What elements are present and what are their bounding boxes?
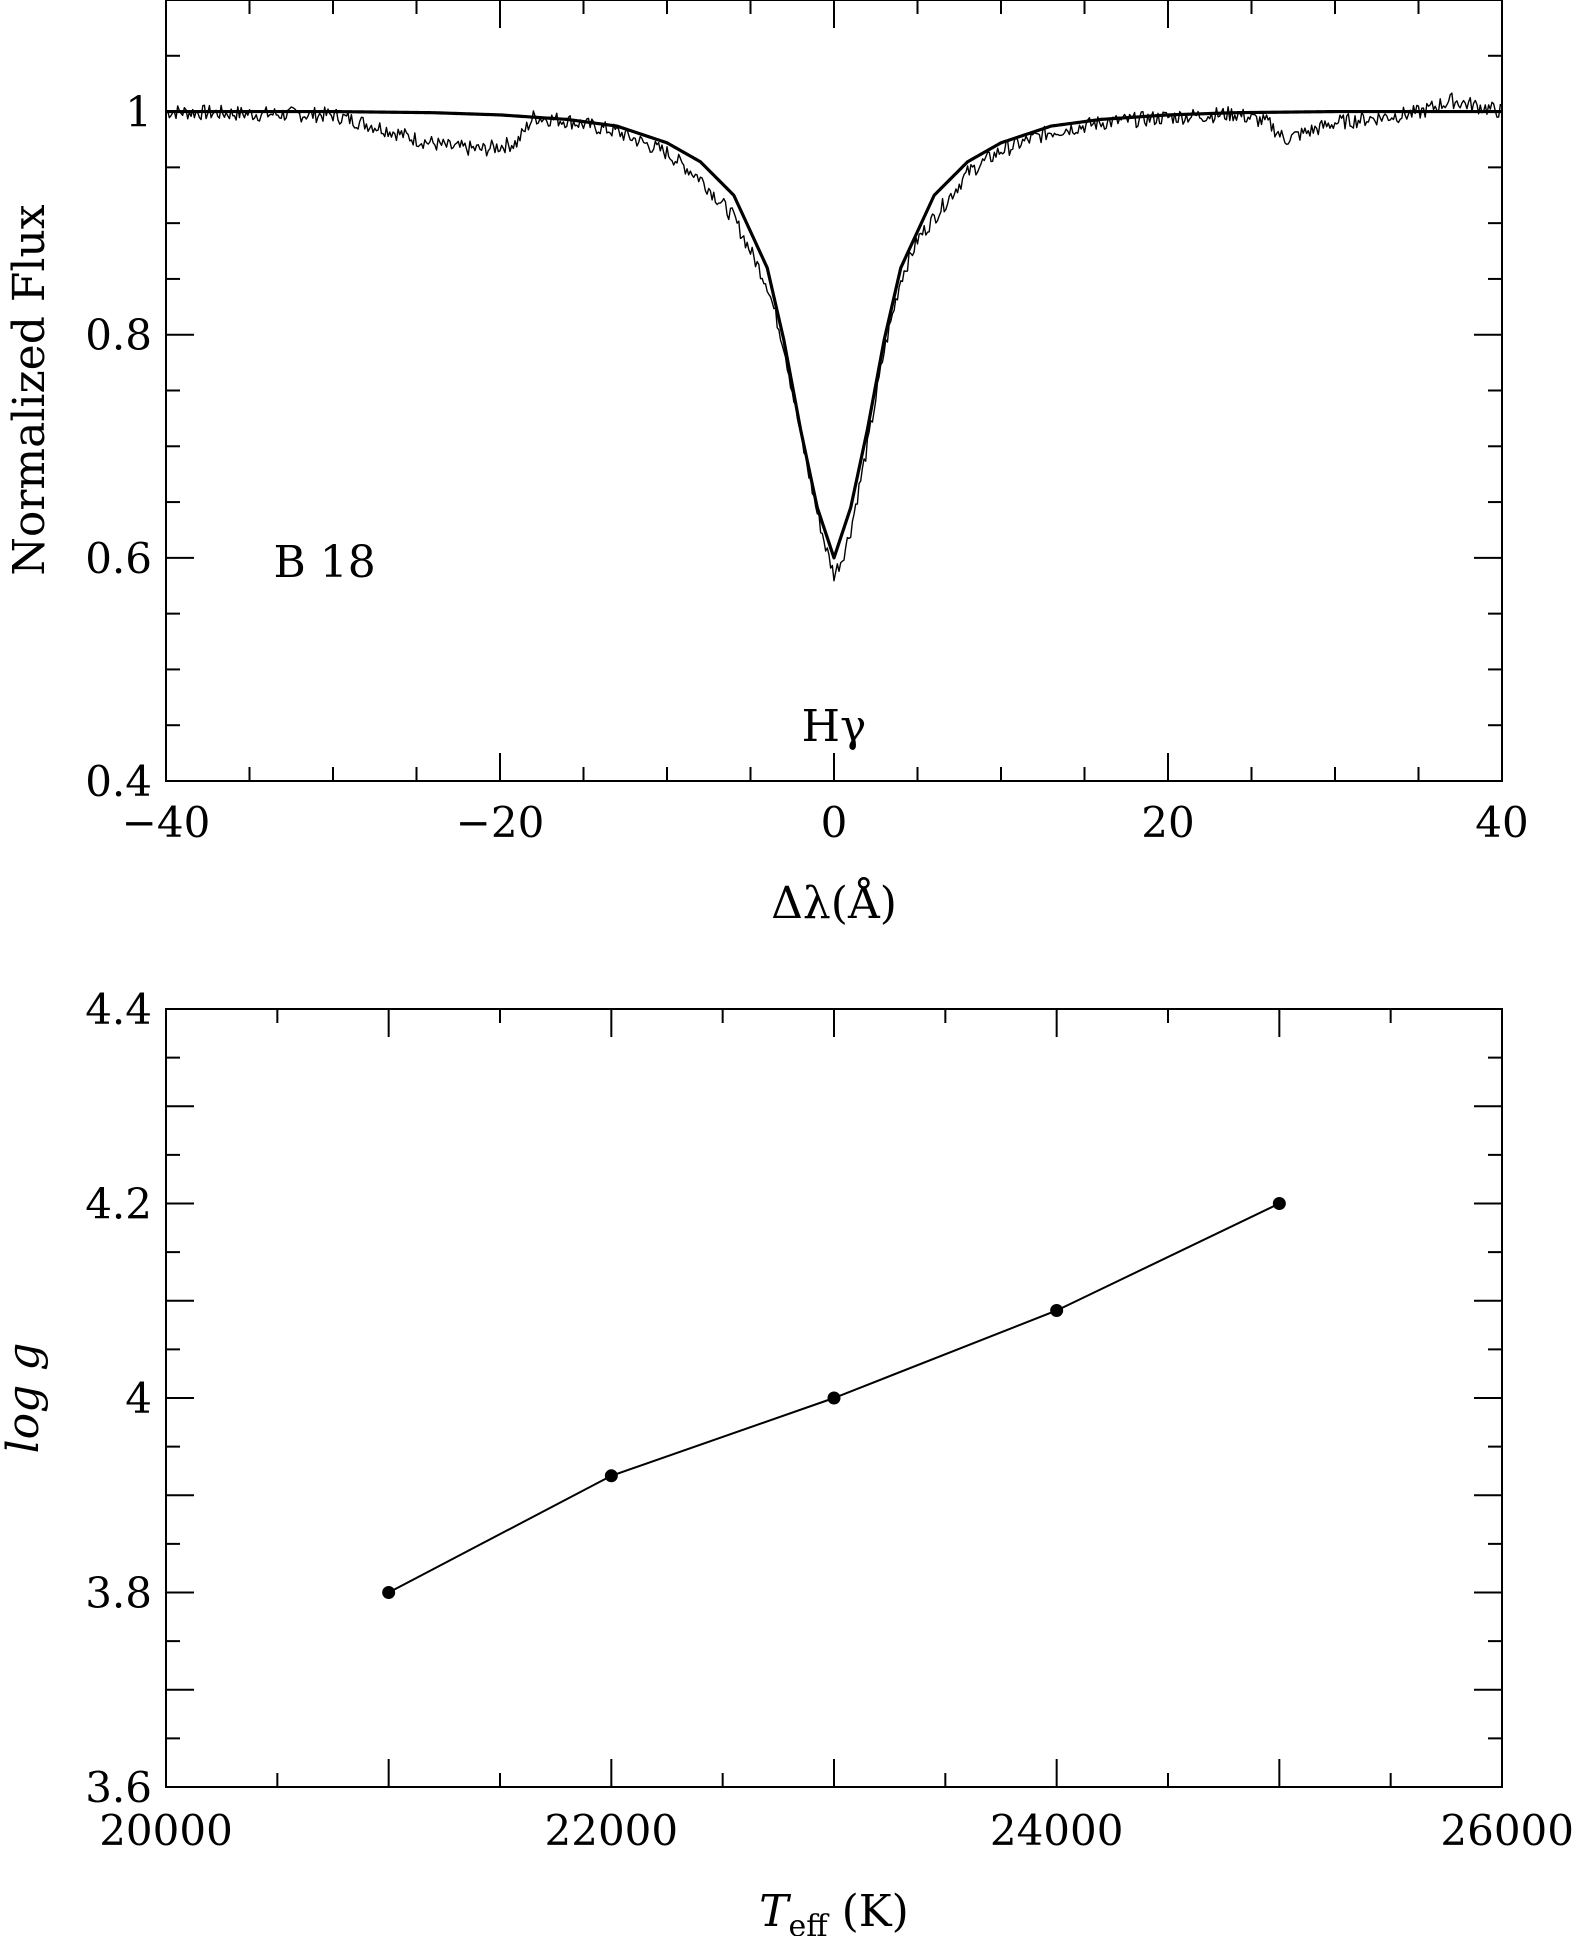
logg-y-tick-label: 4 <box>125 1374 152 1423</box>
logg-teff-point <box>1272 1197 1286 1210</box>
logg-x-tick-label: 26000 <box>1440 1806 1574 1855</box>
spectrum-series <box>165 92 1503 582</box>
spectrum-y-axis-title: Normalized Flux <box>4 204 55 575</box>
logg-x-tick-label: 24000 <box>990 1806 1124 1855</box>
spectrum-x-tick-label: 0 <box>821 798 848 847</box>
spectrum-x-tick-label: 20 <box>1141 798 1194 847</box>
star-id-annotation: B 18 <box>273 537 375 588</box>
logg-x-tick-label: 20000 <box>99 1806 233 1855</box>
spectrum-x-tick-label: −40 <box>122 798 211 847</box>
logg-y-tick-label: 3.8 <box>85 1569 152 1618</box>
spectrum-plot-frame <box>165 0 1503 782</box>
logg-y-tick-label: 4.2 <box>85 1180 152 1229</box>
observed-spectrum-line <box>165 92 1503 582</box>
logg-y-tick-label: 3.6 <box>85 1763 152 1812</box>
spectrum-y-tick-label: 0.4 <box>85 757 152 806</box>
logg-x-axis-title: Teff (K) <box>759 1886 909 1936</box>
spectrum-x-axis-title: Δλ(Å) <box>771 876 897 929</box>
spectrum-y-tick-label: 0.8 <box>85 311 152 360</box>
spectrum-x-tick-label: 40 <box>1475 798 1528 847</box>
spectrum-y-tick-label: 0.6 <box>85 534 152 583</box>
line-id-annotation: Hγ <box>802 701 867 752</box>
spectrum-ticks <box>165 0 1503 782</box>
logg-x-tick-label: 22000 <box>545 1806 679 1855</box>
model-fit-line <box>166 109 1502 560</box>
logg-series <box>382 1197 1286 1599</box>
spectrum-y-tick-label: 1 <box>125 88 152 137</box>
spectrum-panel: −40 −20 0 20 40 0.4 0.6 0.8 1 Δλ(Å) Normalized F… <box>4 0 1529 929</box>
logg-teff-point <box>382 1586 396 1599</box>
logg-teff-point <box>827 1391 841 1405</box>
logg-teff-panel: 20000 22000 24000 26000 3.6 3.8 4 4.2 4.4 Teff (K… <box>0 985 1574 1936</box>
spectrum-x-tick-label: −20 <box>456 798 545 847</box>
logg-y-axis-title: log g <box>0 1343 49 1454</box>
logg-teff-point <box>604 1469 618 1483</box>
logg-tick-labels: 20000 22000 24000 26000 3.6 3.8 4 4.2 4.4 <box>85 985 1574 1855</box>
logg-teff-point <box>1050 1303 1064 1317</box>
logg-y-tick-label: 4.4 <box>85 985 152 1034</box>
logg-ticks <box>165 1008 1503 1788</box>
spectrum-tick-labels: −40 −20 0 20 40 0.4 0.6 0.8 1 <box>85 88 1529 847</box>
